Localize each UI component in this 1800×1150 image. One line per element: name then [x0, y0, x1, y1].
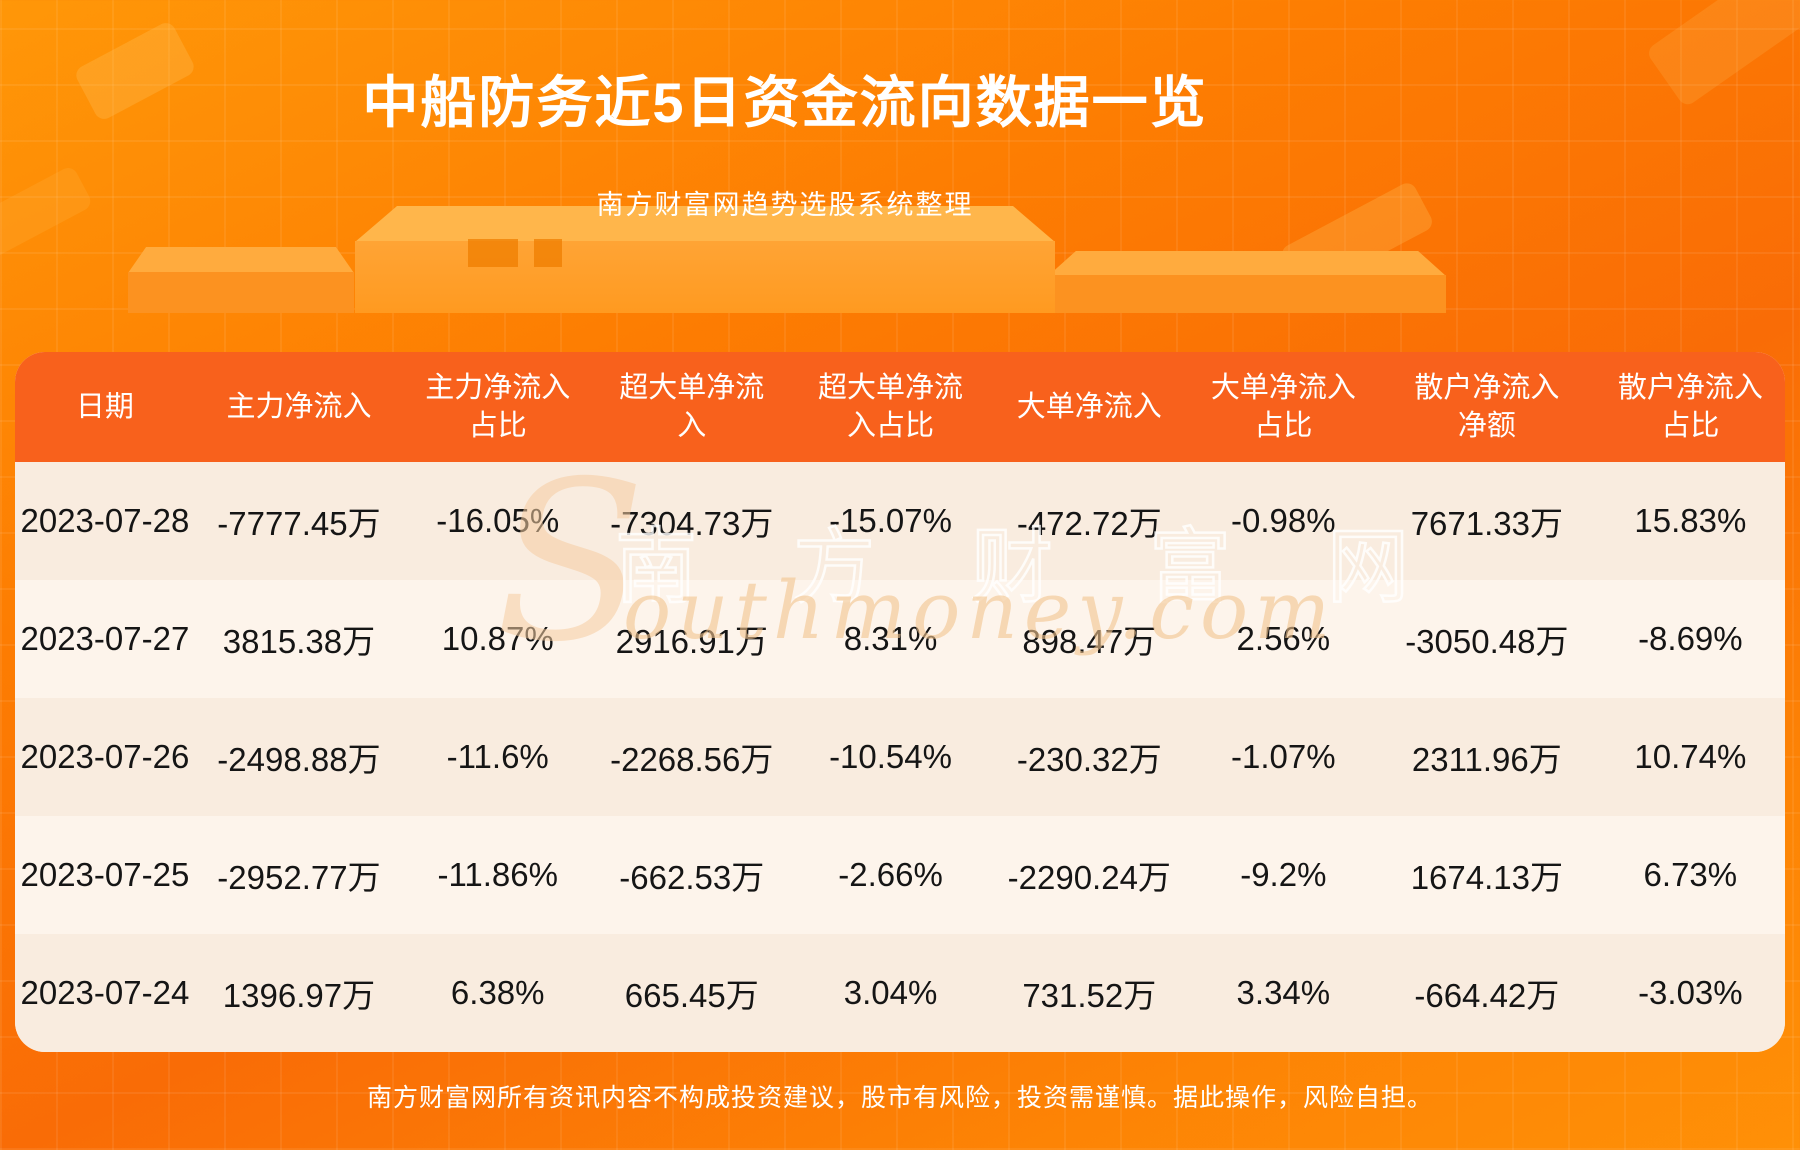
value-cell: -2268.56万 — [610, 741, 774, 778]
value-cell: -664.42万 — [1414, 977, 1560, 1014]
date-cell: 2023-07-25 — [20, 856, 190, 893]
column-header: 超大单净流 入占比 — [818, 372, 964, 442]
light-streak-decoration — [1645, 0, 1800, 109]
value-cell: 1674.13万 — [1410, 859, 1563, 896]
value-cell: -2952.77万 — [217, 859, 381, 896]
column-header: 主力净流入 占比 — [425, 372, 571, 442]
table-row: 2023-07-28 -7777.45万 -16.05% -7304.73万 -15.0… — [15, 462, 1785, 580]
column-header: 超大单净流 入 — [619, 372, 765, 442]
value-cell: 10.87% — [441, 620, 554, 657]
value-cell: 665.45万 — [624, 977, 759, 1014]
value-cell: 2.56% — [1236, 620, 1331, 657]
value-cell: -0.98% — [1231, 502, 1336, 539]
column-header: 大单净流入 占比 — [1210, 372, 1356, 442]
value-cell: -2290.24万 — [1007, 859, 1171, 896]
value-cell: -3050.48万 — [1405, 623, 1569, 660]
value-cell: -9.2% — [1240, 856, 1327, 893]
value-cell: -472.72万 — [1016, 505, 1162, 542]
table-row: 2023-07-26 -2498.88万 -11.6% -2268.56万 -10.54… — [15, 698, 1785, 816]
value-cell: -2498.88万 — [217, 741, 381, 778]
value-cell: 3815.38万 — [222, 623, 376, 660]
value-cell: -15.07% — [829, 502, 952, 539]
column-header: 大单净流入 — [1016, 391, 1162, 423]
value-cell: -8.69% — [1638, 620, 1743, 657]
masthead: 中船防务近5日资金流向数据一览 南方财富网趋势选股系统整理 — [0, 0, 1570, 222]
date-cell: 2023-07-27 — [20, 620, 190, 657]
value-cell: -11.86% — [437, 856, 558, 893]
column-header: 日期 — [75, 391, 134, 423]
value-cell: -1.07% — [1231, 738, 1336, 775]
value-cell: -230.32万 — [1016, 741, 1162, 778]
value-cell: -7304.73万 — [610, 505, 774, 542]
value-cell: -16.05% — [436, 502, 560, 539]
value-cell: 8.31% — [843, 620, 938, 657]
value-cell: 731.52万 — [1022, 977, 1157, 1014]
podium-right-front-face — [1048, 275, 1446, 313]
value-cell: 898.47万 — [1022, 623, 1157, 660]
table-header-row: 日期 主力净流入 主力净流入 占比 超大单净流 入超大单净流 入占比 大单净流入 大单净流… — [15, 352, 1785, 462]
date-cell: 2023-07-26 — [20, 738, 190, 775]
podium-right-top-face — [1048, 251, 1446, 276]
value-cell: -2.66% — [838, 856, 943, 893]
column-header: 散户净流入 净额 — [1414, 372, 1560, 442]
value-cell: -7777.45万 — [217, 505, 381, 542]
podium-left-top-face — [128, 247, 354, 273]
column-header: 主力净流入 — [226, 391, 372, 423]
value-cell: 15.83% — [1634, 502, 1747, 539]
column-header: 散户净流入 占比 — [1617, 372, 1763, 442]
page-title: 中船防务近5日资金流向数据一览 — [362, 71, 1208, 134]
podium-center-top-face — [355, 206, 1055, 242]
table-row: 2023-07-27 3815.38万 10.87% 2916.91万 8.31% 898… — [15, 580, 1785, 698]
value-cell: -662.53万 — [619, 859, 765, 896]
value-cell: 6.73% — [1643, 856, 1738, 893]
date-cell: 2023-07-24 — [20, 974, 190, 1011]
value-cell: 2311.96万 — [1411, 741, 1562, 778]
value-cell: 7671.33万 — [1410, 505, 1563, 542]
value-cell: 2916.91万 — [615, 623, 768, 660]
disclaimer-text: 南方财富网所有资讯内容不构成投资建议，股市有风险，投资需谨慎。据此操作，风险自担… — [366, 1084, 1433, 1112]
value-cell: 3.04% — [843, 974, 938, 1011]
podium-center-front-face — [355, 241, 1055, 313]
podium-accent-square — [534, 239, 562, 267]
value-cell: 6.38% — [450, 974, 545, 1011]
table-body: 2023-07-28 -7777.45万 -16.05% -7304.73万 -15.0… — [15, 462, 1785, 1052]
value-cell: -10.54% — [829, 738, 952, 775]
value-cell: -11.6% — [446, 738, 549, 775]
podium-left-front-face — [128, 272, 354, 313]
date-cell: 2023-07-28 — [20, 502, 190, 539]
value-cell: 3.34% — [1236, 974, 1331, 1011]
value-cell: 1396.97万 — [222, 977, 376, 1014]
fund-flow-table-card: 日期 主力净流入 主力净流入 占比 超大单净流 入超大单净流 入占比 大单净流入 大单净流… — [15, 352, 1785, 1052]
page-subtitle: 南方财富网趋势选股系统整理 — [596, 190, 974, 220]
value-cell: -3.03% — [1638, 974, 1743, 1011]
podium-accent-square — [468, 239, 518, 267]
table-row: 2023-07-24 1396.97万 6.38% 665.45万 3.04% 731.5… — [15, 934, 1785, 1052]
table-row: 2023-07-25 -2952.77万 -11.86% -662.53万 -2.66%… — [15, 816, 1785, 934]
value-cell: 10.74% — [1634, 738, 1747, 775]
